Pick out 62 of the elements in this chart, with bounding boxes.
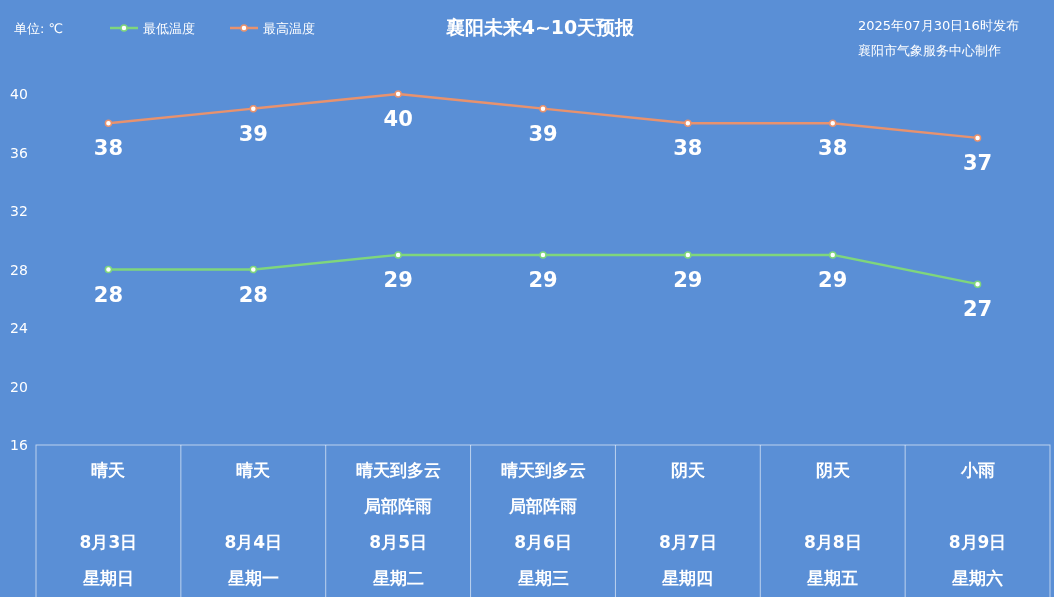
x-tick-label: 8月4日	[224, 532, 283, 552]
text: 晴天到多云局部阵雨	[355, 460, 441, 516]
point	[249, 104, 258, 113]
data-label: 38	[673, 136, 703, 161]
legend-label: 最低温度	[143, 21, 195, 36]
text: 星期二	[371, 568, 424, 588]
data-label: 29	[818, 267, 848, 292]
text: 襄阳市气象服务中心制作	[858, 43, 1001, 58]
data-label: 28	[238, 282, 268, 307]
text: 晴天	[236, 460, 271, 480]
text: 晴天	[91, 460, 126, 480]
point	[539, 104, 547, 113]
point	[828, 119, 837, 127]
x-tick-label: 8月7日	[659, 532, 717, 552]
text: 星期三	[516, 568, 569, 588]
y-tick-label: 36	[10, 144, 28, 161]
y-tick-label: 40	[10, 86, 28, 102]
data-label: 39	[238, 121, 268, 146]
text: 阴天	[670, 460, 705, 480]
data-label: 28	[93, 282, 124, 307]
point	[539, 251, 547, 259]
text: 星期日	[81, 568, 134, 588]
y-tick-label: 24	[10, 320, 28, 336]
point	[394, 251, 402, 259]
x-tick-label: 8月9日	[948, 532, 1007, 552]
x-tick-label: 8月6日	[514, 532, 572, 552]
data-label: 29	[383, 267, 413, 292]
data-label: 39	[528, 121, 558, 146]
x-tick-label: 8月3日	[79, 532, 138, 552]
text: 阴天	[815, 460, 850, 480]
data-label: 38	[93, 136, 124, 161]
point	[828, 251, 837, 259]
text: 星期六	[951, 568, 1004, 588]
data-label: 27	[962, 297, 993, 322]
point	[104, 265, 113, 274]
x-tick-label: 8月5日	[369, 532, 427, 552]
text: 晴天到多云局部阵雨	[500, 460, 586, 516]
point	[394, 90, 402, 98]
y-tick-label: 32	[10, 203, 28, 219]
legend-label: 最高温度	[263, 21, 315, 36]
data-label: 40	[383, 107, 413, 131]
y-tick-label: 16	[10, 437, 28, 453]
y-axis-title: 单位: ℃	[14, 21, 64, 36]
text: 星期四	[661, 568, 714, 588]
point	[104, 119, 113, 127]
chart-title: 襄阳未来4~10天预报	[445, 16, 636, 38]
point	[973, 280, 982, 288]
text: 2025年07月30日16时发布	[858, 18, 1019, 33]
y-tick-label: 28	[10, 261, 28, 278]
point	[249, 265, 258, 274]
data-label: 37	[962, 150, 993, 175]
x-tick-label: 8月8日	[803, 532, 862, 552]
point	[684, 119, 692, 127]
data-label: 38	[818, 136, 848, 161]
data-label: 29	[673, 267, 703, 292]
y-tick-label: 20	[10, 378, 28, 395]
point	[684, 251, 692, 259]
point	[973, 134, 982, 142]
text: 星期一	[226, 568, 279, 588]
text: 星期五	[806, 568, 859, 588]
data-label: 29	[528, 267, 558, 292]
text: 小雨	[959, 460, 995, 480]
